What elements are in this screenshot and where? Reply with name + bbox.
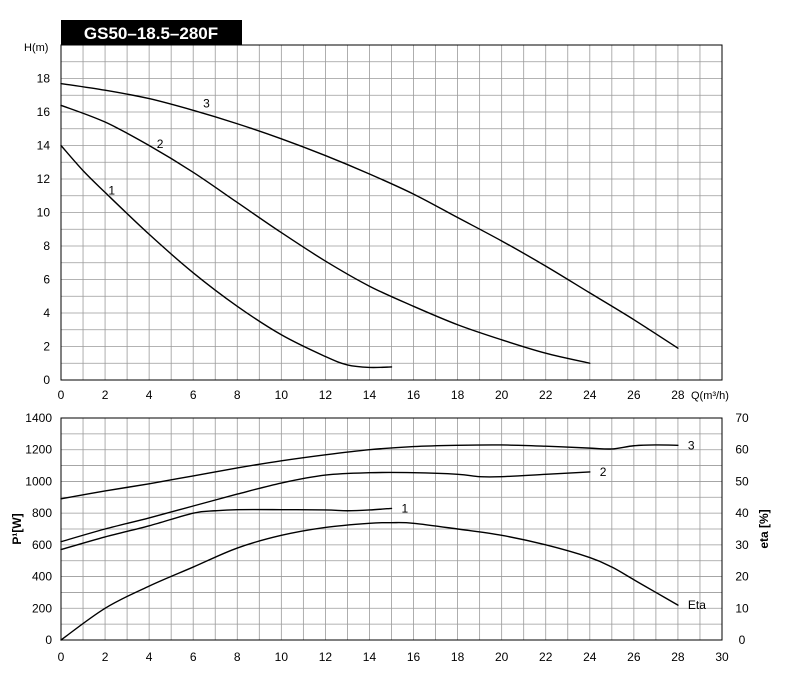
- head-curve-label-1: 1: [108, 183, 115, 197]
- power-x-tick-label: 2: [102, 650, 109, 664]
- head-x-tick-label: 14: [363, 388, 377, 402]
- eta-y-tick-label: 50: [735, 474, 749, 488]
- head-curve-label-3: 3: [203, 97, 210, 111]
- title-background: [61, 20, 242, 45]
- power-x-tick-label: 30: [715, 650, 729, 664]
- power-y-tick-label: 800: [32, 506, 52, 520]
- power-x-tick-label: 22: [539, 650, 553, 664]
- power-x-tick-label: 0: [58, 650, 65, 664]
- head-y-tick-label: 0: [43, 373, 50, 387]
- power-x-tick-label: 16: [407, 650, 421, 664]
- head-curve-label-2: 2: [157, 137, 164, 151]
- power-y-tick-label: 1400: [25, 411, 52, 425]
- power-x-tick-label: 14: [363, 650, 377, 664]
- head-curve-2: [60, 104, 591, 364]
- head-y-tick-label: 18: [37, 72, 51, 86]
- head-y-tick-label: 16: [37, 105, 51, 119]
- power-x-tick-label: 26: [627, 650, 641, 664]
- head-x-tick-label: 28: [671, 388, 685, 402]
- eta-y-tick-label: 70: [735, 411, 749, 425]
- head-x-tick-label: 18: [451, 388, 465, 402]
- head-x-axis-label: Q(m³/h): [691, 390, 729, 402]
- head-x-tick-label: 2: [102, 388, 109, 402]
- power-x-tick-label: 10: [275, 650, 289, 664]
- head-x-tick-label: 26: [627, 388, 641, 402]
- head-x-tick-label: 16: [407, 388, 421, 402]
- eta-y-tick-label: 10: [735, 601, 749, 615]
- head-y-tick-label: 12: [37, 172, 51, 186]
- power-x-tick-label: 12: [319, 650, 333, 664]
- eta-y-tick-label: 0: [739, 633, 746, 647]
- head-x-tick-label: 24: [583, 388, 597, 402]
- power-curve-label-eta: Eta: [688, 598, 706, 612]
- head-y-tick-label: 10: [37, 206, 51, 220]
- head-y-axis-label: H(m): [24, 42, 48, 54]
- head-x-tick-label: 20: [495, 388, 509, 402]
- eta-y-tick-label: 40: [735, 506, 749, 520]
- head-chart: 0 2 4 6 8 10 12 14 16 18 20 22 24 26 28024681012141618…: [24, 42, 729, 402]
- power-y-tick-label: 1000: [25, 474, 52, 488]
- head-y-tick-label: 4: [43, 306, 50, 320]
- eta-y-axis-label: eta [%]: [757, 509, 771, 548]
- power-x-tick-label: 28: [671, 650, 685, 664]
- head-x-tick-label: 6: [190, 388, 197, 402]
- chart-title: GS50–18.5–280F: [84, 24, 218, 43]
- head-x-tick-label: 4: [146, 388, 153, 402]
- head-y-tick-label: 14: [37, 139, 51, 153]
- head-x-tick-label: 0: [58, 388, 65, 402]
- power-y-tick-label: 200: [32, 601, 52, 615]
- head-y-tick-label: 8: [43, 239, 50, 253]
- power-x-tick-label: 18: [451, 650, 465, 664]
- power-y-tick-label: 600: [32, 538, 52, 552]
- power-curve-label-2: 2: [600, 465, 607, 479]
- head-x-tick-label: 12: [319, 388, 333, 402]
- power-y-tick-label: 0: [45, 633, 52, 647]
- power-curve-label-1: 1: [402, 501, 409, 515]
- power-curve-1: [60, 507, 393, 551]
- power-plot-frame: [60, 417, 723, 641]
- chart-title-banner: GS50–18.5–280F: [61, 20, 242, 45]
- power-y-tick-label: 400: [32, 570, 52, 584]
- eta-y-tick-label: 20: [735, 570, 749, 584]
- head-x-tick-label: 8: [234, 388, 241, 402]
- power-x-tick-label: 4: [146, 650, 153, 664]
- head-curve-3: [60, 82, 679, 349]
- head-curve-1: [60, 144, 393, 369]
- power-efficiency-chart: 0 2 4 6 8 10 12 14 16 18 20 22 24 26 28 300200400600800…: [10, 411, 771, 664]
- power-x-tick-label: 24: [583, 650, 597, 664]
- eta-y-tick-label: 60: [735, 443, 749, 457]
- power-y-axis-label: P¹[W]: [10, 513, 24, 544]
- power-curve-eta: [60, 521, 679, 641]
- power-curve-label-3: 3: [688, 438, 695, 452]
- head-x-tick-label: 22: [539, 388, 553, 402]
- power-x-tick-label: 20: [495, 650, 509, 664]
- head-plot-frame: [60, 44, 723, 381]
- power-curve-2: [60, 471, 591, 543]
- head-x-tick-label: 10: [275, 388, 289, 402]
- power-x-tick-label: 6: [190, 650, 197, 664]
- power-y-tick-label: 1200: [25, 443, 52, 457]
- power-x-tick-label: 8: [234, 650, 241, 664]
- head-y-tick-label: 6: [43, 273, 50, 287]
- power-curve-3: [60, 444, 679, 500]
- eta-y-tick-label: 30: [735, 538, 749, 552]
- head-y-tick-label: 2: [43, 340, 50, 354]
